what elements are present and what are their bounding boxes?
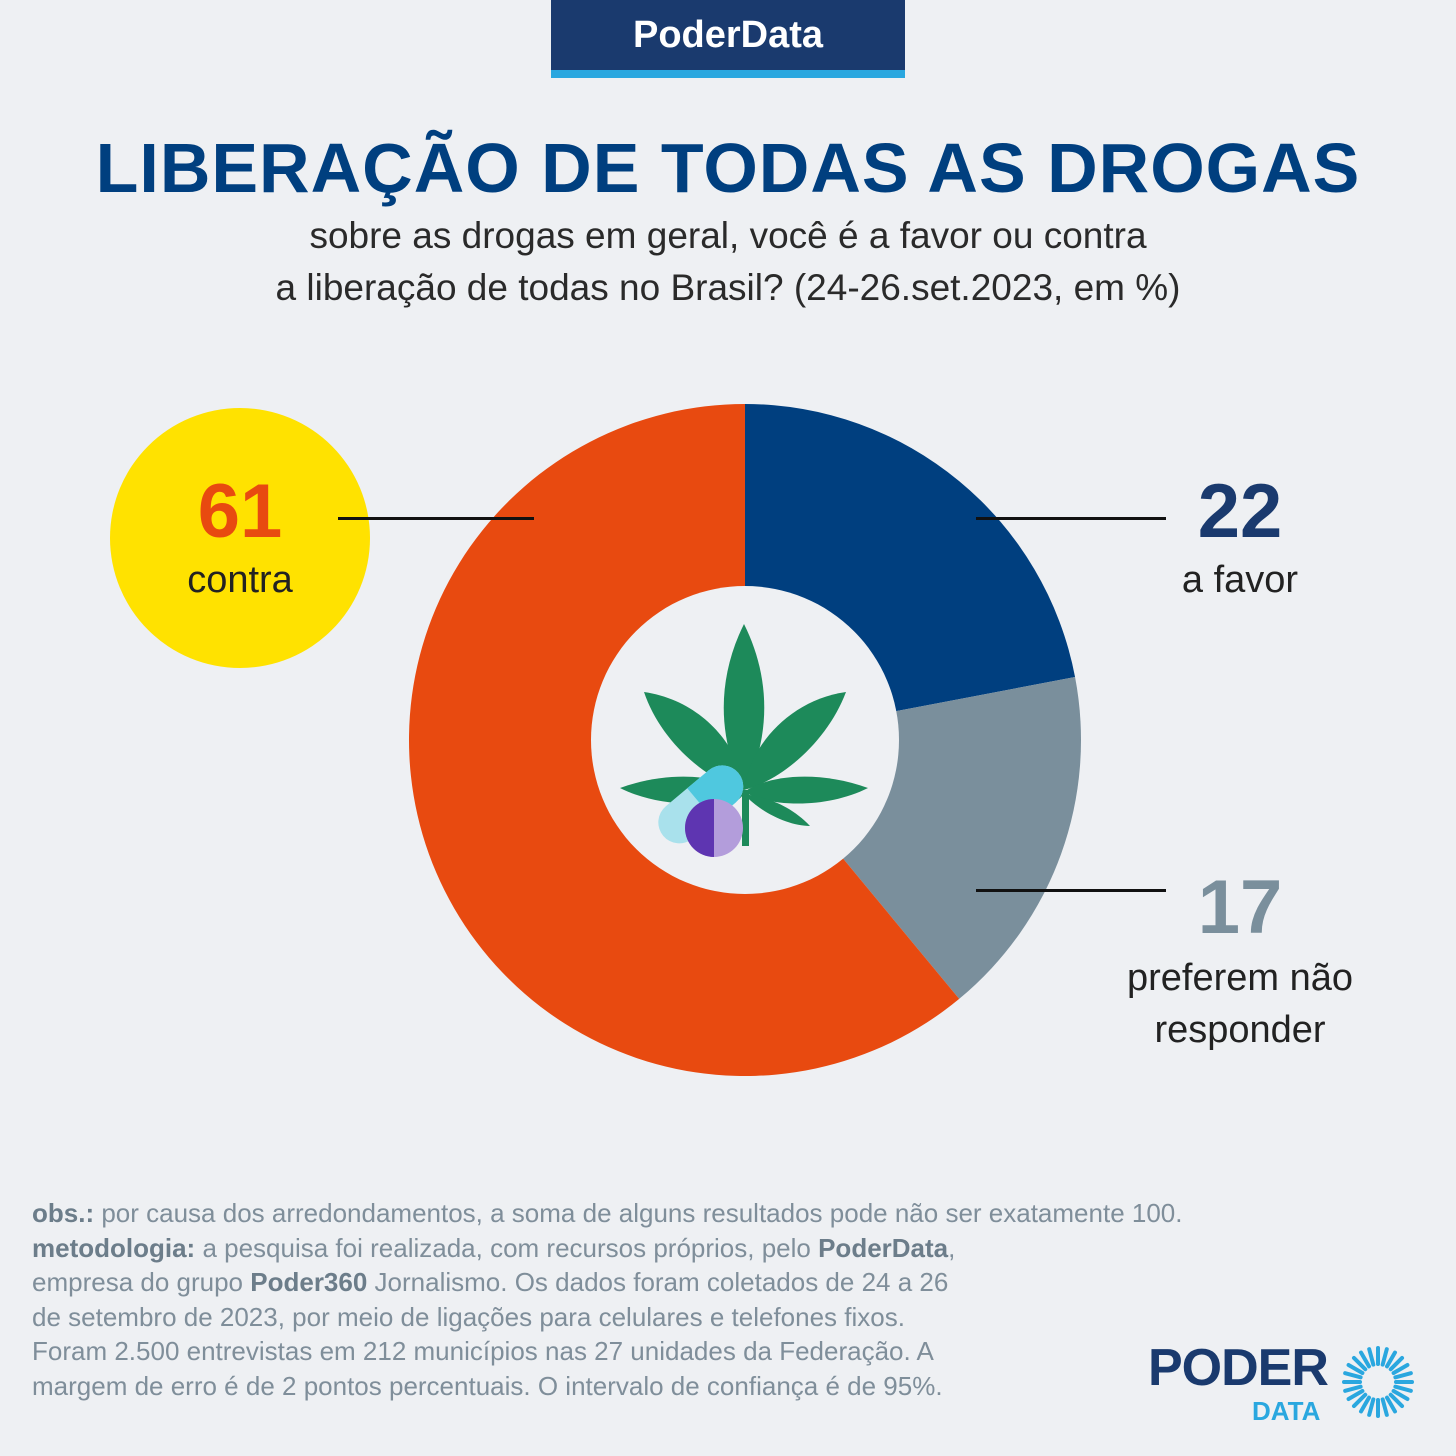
footer-method-3: de setembro de 2023, por meio de ligaçõe… [32, 1301, 905, 1332]
leader-line-nao-responder [976, 889, 1166, 892]
footer-method-2: empresa do grupo Poder360 Jornalismo. Os… [32, 1265, 1352, 1300]
contra-highlight-circle [110, 408, 370, 668]
leader-line-contra [338, 517, 534, 520]
sunburst-ray [1385, 1395, 1397, 1414]
method-end-1: , [948, 1232, 956, 1263]
label-nao-responder-line-1: preferem não [1126, 957, 1353, 999]
sunburst-ray [1351, 1392, 1368, 1409]
chart-title: LIBERAÇÃO DE TODAS AS DROGAS [95, 129, 1361, 207]
leader-line-a-favor [976, 517, 1166, 520]
label-nao-responder-line-2: responder [1154, 1009, 1326, 1051]
sunburst-ray [1380, 1397, 1389, 1417]
label-a-favor: a favor [1181, 559, 1299, 601]
label-contra: contra [187, 559, 293, 601]
value-nao-responder: 17 [1197, 865, 1283, 950]
sunburst-ray [1388, 1392, 1405, 1409]
sunburst-ray [1346, 1389, 1365, 1401]
sunburst-ray [1391, 1363, 1410, 1375]
sunburst-ray [1385, 1350, 1397, 1369]
sunburst-ray [1391, 1389, 1410, 1401]
sunburst-ray [1359, 1350, 1371, 1369]
sunburst-ray [1343, 1384, 1363, 1393]
cannabis-leaf-and-pills-icon [620, 624, 868, 857]
logo-poder-text: PODER [1148, 1339, 1329, 1397]
sunburst-ray [1393, 1371, 1413, 1380]
logo-data-text: DATA [1252, 1396, 1321, 1426]
footer-method-4: Foram 2.500 entrevistas em 212 município… [32, 1336, 934, 1366]
method-bold-1: PoderData [818, 1232, 949, 1263]
method-text-1: a pesquisa foi realizada, com recursos p… [195, 1232, 819, 1263]
value-a-favor: 22 [1197, 469, 1283, 554]
poderdata-logo: PODER DATA [1148, 1338, 1418, 1434]
subtitle-line-1: sobre as drogas em geral, você é a favor… [309, 215, 1147, 256]
footer-notes: obs.: por causa dos arredondamentos, a s… [32, 1196, 1352, 1403]
footer-method-5: margem de erro é de 2 pontos percentuais… [32, 1370, 943, 1401]
chart-subtitle: sobre as drogas em geral, você é a favor… [0, 210, 1456, 314]
footer-obs: obs.: por causa dos arredondamentos, a s… [32, 1196, 1352, 1231]
method-end-2: Jornalismo. Os dados foram coletados de … [367, 1267, 949, 1297]
brand-tab: PoderData [551, 0, 905, 78]
obs-text: por causa dos arredondamentos, a soma de… [94, 1198, 1183, 1228]
obs-label: obs.: [32, 1198, 95, 1228]
method-text-2: empresa do grupo [32, 1267, 251, 1297]
sunburst-ray [1388, 1355, 1405, 1372]
sunburst-ray [1367, 1397, 1376, 1417]
sunburst-ray [1359, 1395, 1371, 1414]
sunburst-ray [1343, 1371, 1363, 1380]
subtitle-line-2: a liberação de todas no Brasil? (24-26.s… [275, 267, 1181, 308]
sunburst-ray [1393, 1384, 1413, 1393]
sunburst-ray [1346, 1363, 1365, 1375]
sunburst-ray [1380, 1347, 1389, 1367]
method-bold-2: Poder360 [250, 1267, 368, 1297]
sunburst-ray [1367, 1347, 1376, 1367]
footer-method-1: metodologia: a pesquisa foi realizada, c… [32, 1231, 1352, 1266]
value-contra: 61 [197, 469, 283, 554]
metodologia-label: metodologia: [32, 1232, 196, 1263]
label-nao-responder: preferem não responder [1090, 952, 1390, 1056]
sunburst-icon [1342, 1346, 1414, 1418]
sunburst-ray [1351, 1355, 1368, 1372]
